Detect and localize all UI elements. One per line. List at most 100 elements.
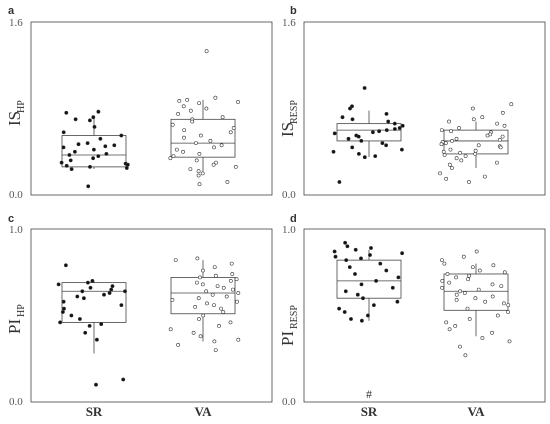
point-d-va xyxy=(507,339,512,344)
box-d-va xyxy=(443,273,509,311)
xlabel-va-right: VA xyxy=(467,404,485,419)
ytick-bottom-a: 0.0 xyxy=(9,189,23,201)
point-d-va xyxy=(447,280,452,285)
point-b-sr xyxy=(350,117,355,122)
point-b-va xyxy=(454,156,459,161)
point-b-va xyxy=(473,148,478,153)
point-a-va xyxy=(196,169,201,174)
point-c-va xyxy=(205,301,209,306)
point-a-sr xyxy=(69,167,74,172)
point-c-sr xyxy=(110,284,115,289)
point-d-va xyxy=(467,273,472,278)
point-d-va xyxy=(480,336,485,340)
point-b-va xyxy=(458,150,463,155)
point-a-sr xyxy=(76,142,81,147)
point-b-va xyxy=(509,102,514,107)
ytick-bottom-c: 0.0 xyxy=(9,396,23,408)
point-a-sr xyxy=(88,164,92,169)
point-d-sr xyxy=(359,282,364,287)
point-c-va xyxy=(219,306,223,311)
point-c-va xyxy=(200,268,205,273)
point-a-va xyxy=(231,126,236,130)
point-c-sr xyxy=(61,299,66,304)
point-b-va xyxy=(443,141,448,146)
ylabel-main-b: IS xyxy=(278,122,297,137)
point-d-sr xyxy=(353,247,358,252)
point-c-va xyxy=(221,310,226,314)
point-a-va xyxy=(190,119,195,124)
point-d-va xyxy=(454,292,459,297)
point-a-sr xyxy=(61,145,66,150)
point-a-sr xyxy=(96,109,101,114)
point-c-va xyxy=(170,297,175,302)
ylabel-sub-a: HP xyxy=(16,100,27,113)
point-b-sr xyxy=(370,130,375,135)
point-d-va xyxy=(506,310,511,314)
point-c-va xyxy=(221,285,226,290)
point-c-va xyxy=(230,287,235,292)
point-c-va xyxy=(212,303,216,308)
point-d-va xyxy=(490,330,495,335)
point-a-va xyxy=(214,160,218,165)
point-c-sr xyxy=(102,292,106,297)
point-a-sr xyxy=(73,117,78,122)
point-a-sr xyxy=(119,133,124,138)
point-a-sr xyxy=(96,154,101,159)
point-a-sr xyxy=(92,125,97,129)
panel-letter-a: a xyxy=(8,5,15,17)
point-d-va xyxy=(491,263,496,268)
point-a-va xyxy=(168,156,173,161)
point-b-va xyxy=(494,160,499,165)
point-d-va xyxy=(463,353,468,358)
point-a-sr xyxy=(88,118,92,123)
point-a-va xyxy=(204,106,209,111)
panel-letter-c: c xyxy=(8,213,14,225)
point-c-va xyxy=(176,342,181,347)
panel-frame-a xyxy=(30,21,273,196)
point-c-va xyxy=(201,313,206,318)
point-a-sr xyxy=(64,110,69,115)
point-d-va xyxy=(495,313,500,318)
point-d-va xyxy=(442,261,447,266)
point-c-va xyxy=(193,304,198,309)
point-b-va xyxy=(449,129,454,134)
point-a-va xyxy=(233,164,238,169)
point-a-va xyxy=(212,145,216,150)
panel-frame-d xyxy=(303,228,546,403)
point-d-sr xyxy=(384,268,389,273)
point-b-sr xyxy=(399,147,404,152)
point-d-sr xyxy=(343,289,348,294)
point-b-va xyxy=(459,158,464,163)
point-b-sr xyxy=(392,121,397,126)
point-d-va xyxy=(467,317,472,321)
point-d-va xyxy=(473,296,478,301)
point-b-sr xyxy=(384,128,389,133)
box-a-sr xyxy=(61,135,127,168)
point-b-sr xyxy=(384,143,389,148)
point-b-va xyxy=(439,142,444,147)
point-a-sr xyxy=(64,163,69,168)
point-d-va xyxy=(501,301,506,306)
point-d-va xyxy=(506,303,511,308)
point-a-va xyxy=(198,133,203,138)
point-b-sr xyxy=(362,155,367,160)
ylabel-d: PI RESP xyxy=(278,305,300,346)
point-c-sr xyxy=(58,320,63,325)
point-a-sr xyxy=(91,115,96,120)
point-c-va xyxy=(228,278,233,283)
point-d-sr xyxy=(390,285,395,290)
point-d-va xyxy=(447,327,452,332)
box-a-va xyxy=(170,118,236,158)
point-a-va xyxy=(219,143,224,148)
point-c-sr xyxy=(64,263,68,268)
point-d-va xyxy=(465,306,470,311)
point-c-va xyxy=(204,289,209,294)
ylabel-b: IS RESP xyxy=(278,100,300,137)
point-c-va xyxy=(236,291,241,295)
point-d-sr xyxy=(355,292,360,297)
point-d-va xyxy=(440,285,445,290)
point-a-va xyxy=(197,101,202,106)
point-a-va xyxy=(196,173,201,178)
point-d-sr xyxy=(359,256,363,261)
point-a-sr xyxy=(124,166,129,170)
